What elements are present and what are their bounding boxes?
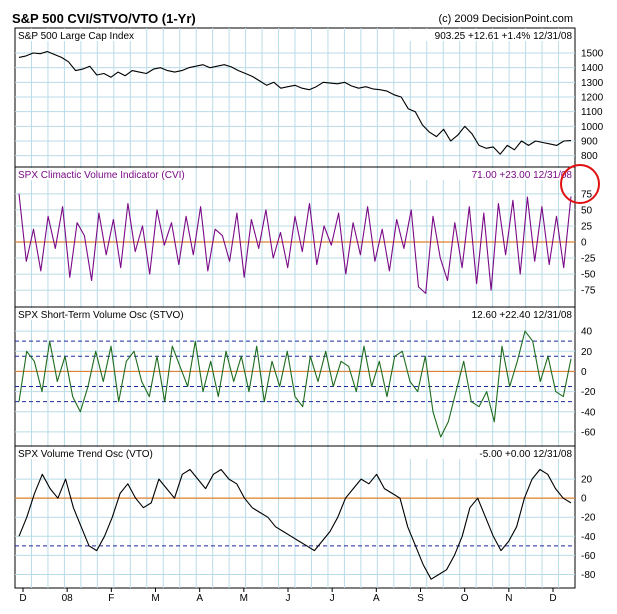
panel-readout: 12.60 +22.40 12/31/08 xyxy=(472,310,573,321)
x-tick-label: D xyxy=(549,593,556,604)
series-line xyxy=(18,468,572,580)
y-tick-label: 1100 xyxy=(581,107,603,118)
x-tick-label: O xyxy=(461,593,469,604)
series-line xyxy=(18,193,572,294)
y-tick-label: 0 xyxy=(581,238,587,249)
panel-readout-bg xyxy=(405,168,574,180)
x-tick-label: A xyxy=(196,593,203,604)
x-tick-label: S xyxy=(417,593,424,604)
x-tick-label: 08 xyxy=(62,593,74,604)
y-tick-label: 800 xyxy=(581,151,598,162)
panel-title-bg xyxy=(16,308,188,320)
y-tick-label: -25 xyxy=(581,254,596,265)
y-tick-label: 1300 xyxy=(581,78,604,89)
panel-readout-bg xyxy=(405,308,574,320)
panel-3: -60 -40 -20 0 20 40 SPX Short-Term Volume Osc … xyxy=(15,306,596,438)
y-tick-label: 0 xyxy=(581,494,587,505)
panel-title: SPX Climactic Volume Indicator (CVI) xyxy=(18,170,185,181)
x-tick-label: D xyxy=(19,593,26,604)
panel-readout-bg xyxy=(405,29,574,41)
y-tick-label: 50 xyxy=(581,205,593,216)
y-tick-label: -40 xyxy=(581,407,596,418)
y-tick-label: -80 xyxy=(581,570,596,581)
y-tick-label: 1500 xyxy=(581,49,604,60)
panel-title: S&P 500 Large Cap Index xyxy=(18,31,134,42)
panel-2: -75 -50 -25 0 25 50 75 SPX Climactic Volume Ind… xyxy=(15,166,596,297)
y-tick-label: -60 xyxy=(581,427,596,438)
y-tick-label: 20 xyxy=(581,347,593,358)
x-tick-label: M xyxy=(240,593,248,604)
series-line xyxy=(18,330,572,438)
x-tick-label: N xyxy=(505,593,512,604)
x-tick-label: J xyxy=(330,593,335,604)
y-tick-label: -50 xyxy=(581,270,596,281)
y-tick-label: 1000 xyxy=(581,122,604,133)
panel-title-bg xyxy=(16,168,189,180)
x-tick-label: A xyxy=(373,593,380,604)
y-tick-label: 75 xyxy=(581,189,593,200)
panel-readout-bg xyxy=(405,447,574,459)
x-tick-label: J xyxy=(286,593,291,604)
panel-readout: 71.00 +23.00 12/31/08 xyxy=(472,170,573,181)
panel-title: SPX Short-Term Volume Osc (STVO) xyxy=(18,310,184,321)
panel-1: 800 900 1000 1100 1200 1300 1400 1500 S&P 500 La… xyxy=(15,29,604,162)
panel-title: SPX Volume Trend Osc (VTO) xyxy=(18,449,153,460)
y-tick-label: 1200 xyxy=(581,93,604,104)
y-tick-label: -20 xyxy=(581,387,596,398)
y-tick-label: 25 xyxy=(581,221,593,232)
x-tick-label: M xyxy=(151,593,159,604)
y-tick-label: -75 xyxy=(581,286,596,297)
y-tick-label: 40 xyxy=(581,327,593,338)
panel-title-bg xyxy=(16,447,157,459)
y-tick-label: 900 xyxy=(581,137,598,148)
y-tick-label: 1400 xyxy=(581,63,604,74)
x-axis: D 08 F M A M J J A S O N D xyxy=(19,588,557,604)
panel-readout: -5.00 +0.00 12/31/08 xyxy=(479,449,572,460)
y-tick-label: -60 xyxy=(581,551,596,562)
series-line xyxy=(18,50,572,155)
y-tick-label: -40 xyxy=(581,532,596,543)
y-tick-label: -20 xyxy=(581,513,596,524)
y-tick-label: 0 xyxy=(581,367,587,378)
chart-title: S&P 500 CVI/STVO/VTO (1-Yr) xyxy=(12,11,196,26)
y-tick-label: 20 xyxy=(581,475,593,486)
panel-4: -80 -60 -40 -20 0 20 SPX Volume Trend Osc (VTO… xyxy=(15,445,596,581)
highlight-circle xyxy=(560,164,600,204)
panel-readout: 903.25 +12.61 +1.4% 12/31/08 xyxy=(435,31,573,42)
copyright-text: (c) 2009 DecisionPoint.com xyxy=(438,13,573,25)
x-tick-label: F xyxy=(108,593,114,604)
panel-title-bg xyxy=(16,29,139,41)
